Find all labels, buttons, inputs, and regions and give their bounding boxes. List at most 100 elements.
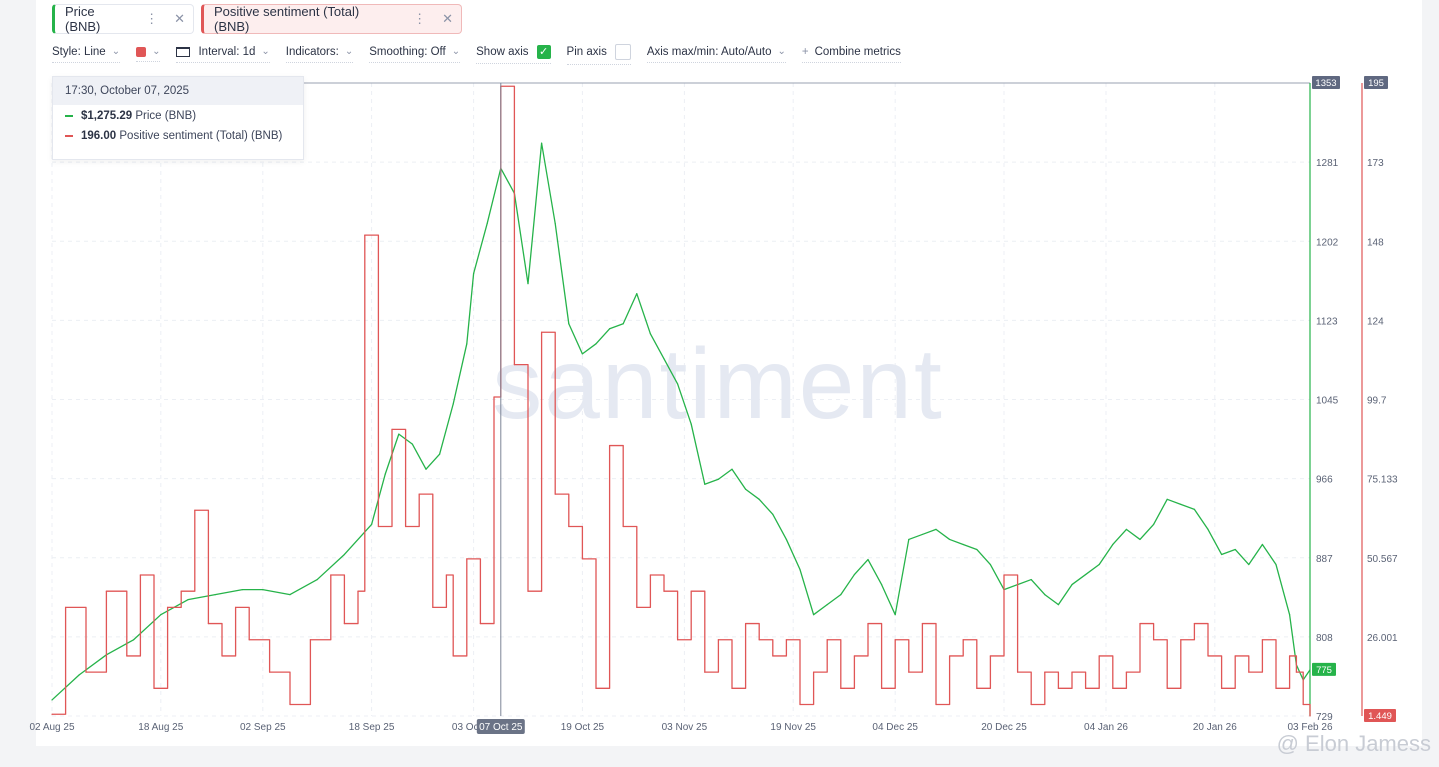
interval-selector[interactable]: Interval: 1d ⌄ bbox=[176, 46, 270, 63]
price-data-point bbox=[262, 589, 264, 591]
x-tick-label: 02 Aug 25 bbox=[29, 722, 74, 733]
sentiment-data-point bbox=[1071, 671, 1073, 673]
sentiment-data-point bbox=[1017, 671, 1019, 673]
sentiment-tick-label: 148 bbox=[1367, 237, 1384, 248]
style-selector[interactable]: Style: Line ⌄ bbox=[52, 46, 121, 63]
price-data-point bbox=[1112, 543, 1114, 546]
tooltip-sentiment-value: 196.00 bbox=[81, 130, 117, 142]
sentiment-data-point bbox=[479, 622, 481, 625]
price-data-point bbox=[316, 578, 318, 581]
sentiment-data-point bbox=[391, 428, 393, 430]
price-data-point bbox=[1125, 528, 1127, 531]
chart-tooltip: 17:30, October 07, 2025 $1,275.29 Price … bbox=[52, 76, 304, 160]
price-tick-label: 966 bbox=[1316, 475, 1333, 486]
price-data-point bbox=[473, 273, 475, 275]
tab-positive-sentiment[interactable]: Positive sentiment (Total) (BNB) ⋮ ✕ bbox=[201, 4, 462, 34]
sentiment-current-badge: 1.449 bbox=[1368, 711, 1392, 722]
sentiment-data-point bbox=[704, 671, 706, 673]
price-data-point bbox=[1289, 614, 1291, 616]
price-data-point bbox=[1309, 669, 1311, 671]
checkbox-unchecked-icon[interactable] bbox=[614, 43, 631, 60]
sentiment-data-point bbox=[343, 622, 345, 625]
sentiment-data-point bbox=[921, 622, 924, 625]
x-tick-label: 03 Nov 25 bbox=[662, 722, 708, 733]
tab-price-label: Price (BNB) bbox=[65, 4, 101, 34]
sentiment-data-point bbox=[1125, 671, 1127, 673]
price-data-point bbox=[799, 568, 801, 571]
price-data-point bbox=[425, 468, 427, 470]
smoothing-selector[interactable]: Smoothing: Off ⌄ bbox=[369, 45, 461, 63]
sentiment-data-point bbox=[1030, 703, 1032, 706]
calendar-icon bbox=[176, 46, 191, 57]
sentiment-data-point bbox=[1295, 671, 1297, 673]
sentiment-data-point bbox=[554, 493, 556, 495]
plus-icon: + bbox=[801, 45, 809, 58]
price-data-point bbox=[745, 488, 747, 490]
sentiment-data-point bbox=[677, 639, 679, 641]
indicators-selector[interactable]: Indicators: ⌄ bbox=[285, 45, 354, 63]
sentiment-data-point bbox=[1302, 703, 1304, 706]
sentiment-data-point bbox=[1098, 655, 1100, 657]
price-series-line bbox=[51, 142, 1311, 701]
x-tick-label: 03 Feb 26 bbox=[1287, 722, 1332, 733]
tooltip-price-value: $1,275.29 bbox=[81, 110, 133, 122]
color-selector[interactable]: ⌄ bbox=[136, 46, 161, 62]
sentiment-data-point bbox=[636, 606, 638, 608]
price-data-point bbox=[78, 674, 80, 676]
sentiment-tick-label: 99.7 bbox=[1367, 396, 1387, 407]
price-data-point bbox=[609, 328, 611, 330]
sentiment-data-point bbox=[330, 574, 332, 576]
tooltip-sentiment-label: Positive sentiment (Total) (BNB) bbox=[119, 130, 283, 142]
pin-axis-toggle[interactable]: Pin axis bbox=[566, 43, 631, 65]
price-data-point bbox=[921, 533, 924, 536]
price-data-point bbox=[160, 614, 162, 616]
price-data-point bbox=[466, 343, 468, 345]
price-data-point bbox=[595, 343, 597, 345]
combine-metrics-button[interactable]: + Combine metrics bbox=[801, 45, 901, 63]
close-icon[interactable]: ✕ bbox=[442, 11, 453, 26]
sentiment-data-point bbox=[799, 703, 801, 706]
more-options-icon[interactable]: ⋮ bbox=[413, 11, 427, 26]
sentiment-data-point bbox=[364, 234, 366, 236]
sentiment-data-point bbox=[1139, 622, 1141, 625]
sentiment-data-point bbox=[1275, 687, 1277, 689]
sentiment-data-point bbox=[908, 671, 910, 673]
price-data-point bbox=[989, 563, 992, 566]
pin-axis-label: Pin axis bbox=[566, 45, 607, 58]
sentiment-data-point bbox=[581, 558, 584, 560]
tooltip-price-label: Price (BNB) bbox=[135, 110, 197, 122]
sentiment-data-point bbox=[962, 639, 964, 641]
sentiment-data-point bbox=[595, 687, 597, 689]
tab-price[interactable]: Price (BNB) ⋮ ✕ bbox=[52, 4, 194, 34]
price-data-point bbox=[371, 523, 373, 525]
sentiment-data-point bbox=[1180, 639, 1182, 641]
price-data-point bbox=[384, 473, 386, 475]
price-data-point bbox=[622, 323, 624, 325]
sentiment-data-point bbox=[357, 590, 359, 592]
sentiment-data-point bbox=[1221, 687, 1223, 689]
price-data-point bbox=[1275, 563, 1277, 566]
checkbox-checked-icon[interactable]: ✓ bbox=[536, 44, 551, 59]
sentiment-data-point bbox=[65, 606, 67, 608]
sentiment-data-point bbox=[1309, 715, 1311, 717]
axis-maxmin-selector[interactable]: Axis max/min: Auto/Auto ⌄ bbox=[646, 46, 786, 63]
close-icon[interactable]: ✕ bbox=[174, 11, 185, 26]
price-data-point bbox=[51, 699, 53, 701]
smoothing-label: Smoothing: Off bbox=[369, 45, 446, 58]
price-data-point bbox=[785, 538, 788, 541]
credit-watermark: @ Elon Jamess bbox=[1276, 731, 1431, 756]
sentiment-tick-label: 124 bbox=[1367, 316, 1384, 327]
sentiment-data-point bbox=[513, 364, 516, 366]
price-data-point bbox=[690, 423, 692, 425]
color-swatch-icon bbox=[136, 46, 147, 57]
more-options-icon[interactable]: ⋮ bbox=[145, 11, 159, 26]
indicators-label: Indicators: bbox=[285, 45, 339, 58]
price-data-point bbox=[867, 558, 869, 561]
show-axis-toggle[interactable]: Show axis ✓ bbox=[476, 44, 551, 64]
price-data-point bbox=[826, 604, 828, 606]
price-data-point bbox=[935, 528, 937, 531]
x-tick-label: 18 Sep 25 bbox=[349, 722, 395, 733]
x-tick-label: 19 Oct 25 bbox=[561, 722, 605, 733]
price-data-point bbox=[704, 483, 706, 485]
